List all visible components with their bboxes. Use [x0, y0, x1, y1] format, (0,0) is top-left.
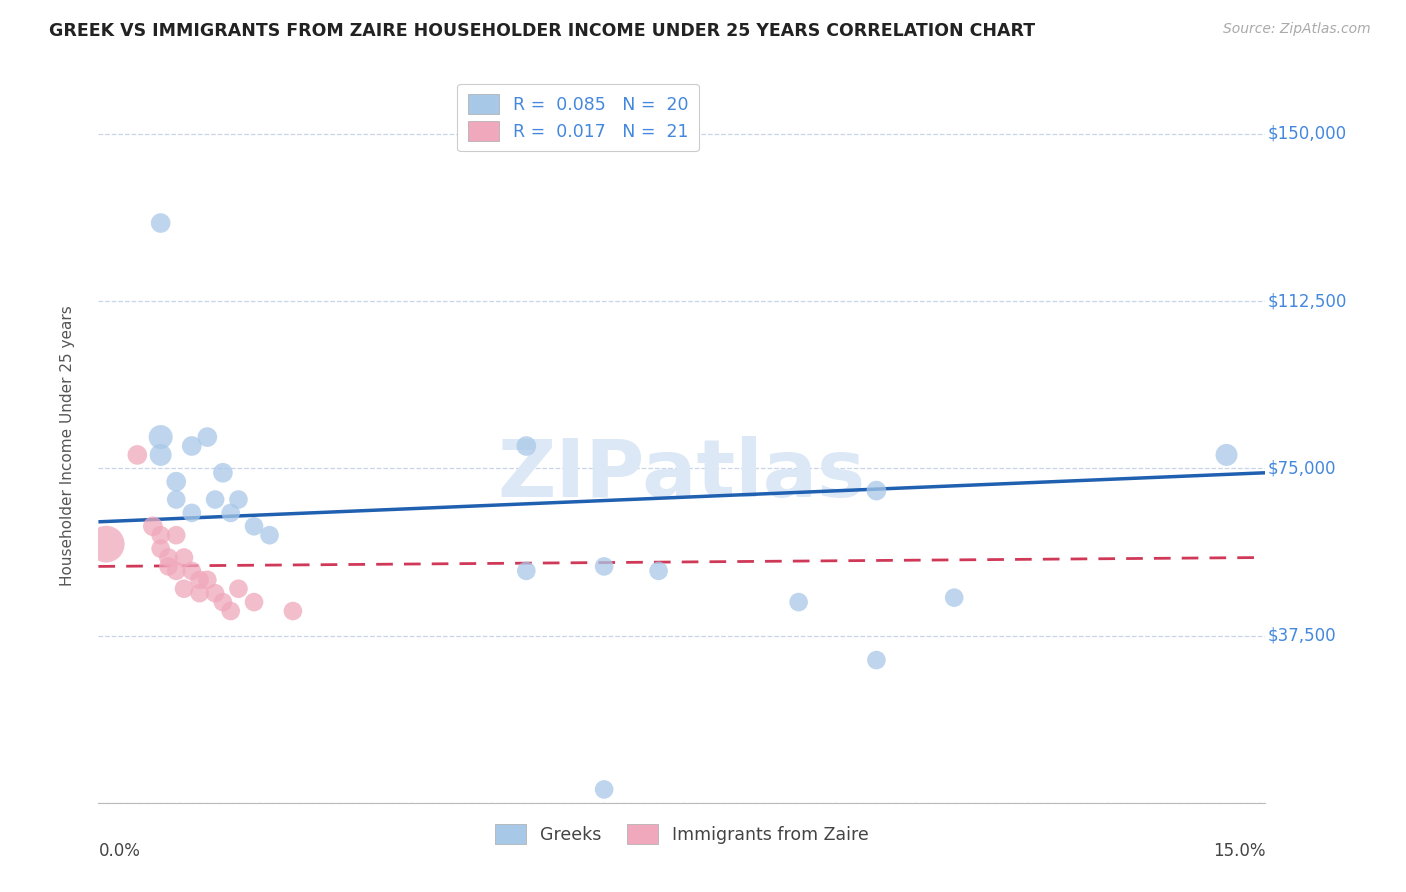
Point — [228, 492, 250, 507]
Point — [212, 595, 235, 609]
Point — [243, 595, 266, 609]
Point — [228, 582, 250, 596]
Point — [219, 604, 242, 618]
Text: Source: ZipAtlas.com: Source: ZipAtlas.com — [1223, 22, 1371, 37]
Point — [96, 537, 118, 551]
Text: 0.0%: 0.0% — [98, 842, 141, 860]
Point — [281, 604, 304, 618]
Point — [515, 564, 537, 578]
Point — [165, 564, 187, 578]
Point — [173, 582, 195, 596]
Point — [149, 541, 172, 556]
Point — [243, 519, 266, 533]
Point — [259, 528, 281, 542]
Point — [195, 573, 218, 587]
Point — [865, 483, 887, 498]
Point — [165, 492, 187, 507]
Point — [180, 564, 202, 578]
Point — [204, 586, 226, 600]
Point — [195, 430, 218, 444]
Point — [212, 466, 235, 480]
Point — [165, 475, 187, 489]
Point — [157, 550, 180, 565]
Point — [142, 519, 165, 533]
Text: $75,000: $75,000 — [1268, 459, 1336, 477]
Point — [165, 528, 187, 542]
Point — [188, 586, 211, 600]
Point — [157, 559, 180, 574]
Text: $112,500: $112,500 — [1268, 292, 1347, 310]
Point — [787, 595, 810, 609]
Point — [180, 439, 202, 453]
Point — [943, 591, 966, 605]
Text: 15.0%: 15.0% — [1213, 842, 1265, 860]
Point — [149, 528, 172, 542]
Point — [173, 550, 195, 565]
Point — [149, 430, 172, 444]
Point — [593, 559, 616, 574]
Point — [180, 506, 202, 520]
Point — [219, 506, 242, 520]
Point — [149, 216, 172, 230]
Text: ZIPatlas: ZIPatlas — [498, 435, 866, 514]
Point — [204, 492, 226, 507]
Point — [127, 448, 149, 462]
Point — [188, 573, 211, 587]
Point — [593, 782, 616, 797]
Text: $150,000: $150,000 — [1268, 125, 1347, 143]
Point — [515, 439, 537, 453]
Point — [647, 564, 669, 578]
Legend: Greeks, Immigrants from Zaire: Greeks, Immigrants from Zaire — [488, 817, 876, 851]
Text: $37,500: $37,500 — [1268, 626, 1336, 645]
Text: GREEK VS IMMIGRANTS FROM ZAIRE HOUSEHOLDER INCOME UNDER 25 YEARS CORRELATION CHA: GREEK VS IMMIGRANTS FROM ZAIRE HOUSEHOLD… — [49, 22, 1035, 40]
Point — [865, 653, 887, 667]
Y-axis label: Householder Income Under 25 years: Householder Income Under 25 years — [60, 306, 75, 586]
Point — [1215, 448, 1237, 462]
Point — [149, 448, 172, 462]
